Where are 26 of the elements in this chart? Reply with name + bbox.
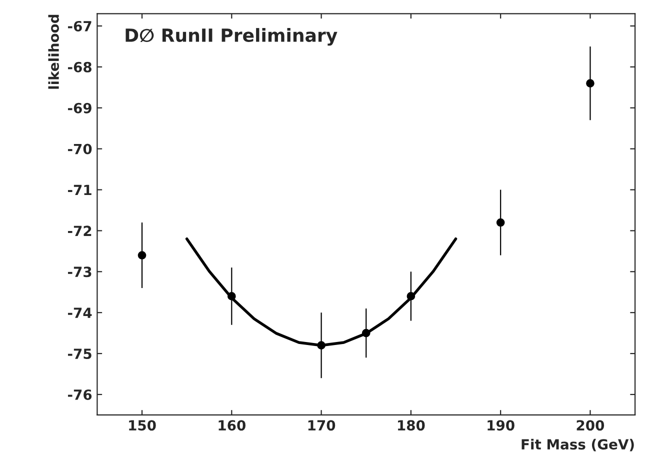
y-tick-label: -71	[68, 184, 92, 196]
x-tick-label: 160	[218, 420, 246, 431]
point	[362, 328, 370, 338]
y-tick-label: -68	[68, 62, 92, 72]
annotation: D∅ RunII Preliminary	[126, 28, 338, 46]
point	[317, 341, 326, 350]
point	[586, 79, 594, 88]
point	[227, 292, 236, 300]
x-tick-label: 170	[308, 420, 336, 431]
y-tick-label: -75	[68, 348, 92, 360]
x-tick-label: 150	[129, 420, 156, 431]
y-axis-title: likelihood	[48, 14, 59, 89]
x-axis-title: Fit Mass (GeV)	[522, 438, 634, 452]
y-tick-label: -73	[68, 266, 92, 278]
y-tick-label: -76	[68, 389, 92, 400]
x-tick-label: 190	[488, 420, 514, 431]
point	[496, 218, 505, 227]
point	[138, 251, 146, 260]
y-tick-label: -72	[68, 226, 92, 236]
y-tick-label: -67	[68, 20, 92, 32]
point	[406, 292, 416, 300]
y-tick-label: -74	[68, 308, 92, 318]
y-tick-label: -70	[68, 144, 92, 154]
y-tick-label: -69	[68, 102, 92, 114]
x-tick-label: 180	[398, 420, 425, 431]
x-tick-label: 200	[576, 420, 604, 431]
